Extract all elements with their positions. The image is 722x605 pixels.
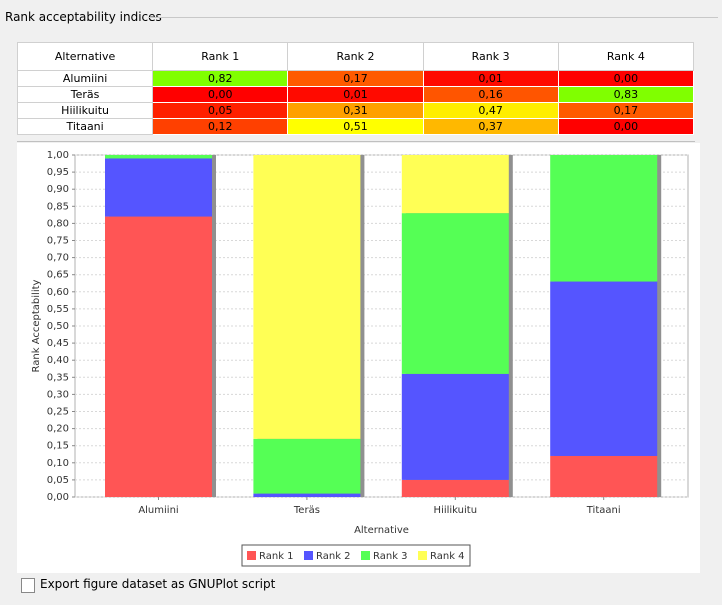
- value-cell: 0,00: [557, 118, 695, 135]
- y-tick-label: 0,35: [47, 372, 69, 383]
- table-row: Titaani 0,12 0,51 0,37 0,00: [16, 118, 695, 135]
- rank-table: Alternative Rank 1 Rank 2 Rank 3 Rank 4 Alumi…: [16, 42, 695, 135]
- column-header: Rank 2: [287, 42, 424, 71]
- bar-segment: [401, 213, 509, 374]
- value-cell: 0,16: [422, 86, 559, 103]
- legend-swatch: [361, 551, 370, 560]
- y-tick-label: 1,00: [47, 150, 69, 161]
- table-row: Alumiini 0,82 0,17 0,01 0,00: [16, 70, 695, 87]
- y-tick-label: 0,85: [47, 201, 69, 212]
- value-cell: 0,00: [152, 86, 289, 103]
- export-link[interactable]: Export figure dataset as GNUPlot script: [40, 577, 276, 591]
- y-tick-label: 0,00: [47, 492, 69, 503]
- y-tick-label: 0,45: [47, 338, 69, 349]
- export-icon[interactable]: [21, 578, 35, 593]
- legend-label: Rank 4: [430, 551, 465, 562]
- y-tick-label: 0,15: [47, 441, 69, 452]
- panel-title: Rank acceptability indices: [5, 10, 162, 24]
- legend-swatch: [418, 551, 427, 560]
- value-cell: 0,83: [557, 86, 695, 103]
- y-tick-label: 0,55: [47, 304, 69, 315]
- value-cell: 0,12: [152, 118, 289, 135]
- bar-segment: [253, 438, 361, 494]
- legend-swatch: [304, 551, 313, 560]
- y-tick-label: 0,25: [47, 407, 69, 418]
- y-tick-label: 0,95: [47, 167, 69, 178]
- y-axis-label: Rank Acceptability: [31, 279, 42, 372]
- x-tick-label: Titaani: [586, 505, 621, 516]
- column-header: Rank 4: [557, 42, 695, 71]
- bar-segment: [550, 155, 658, 282]
- value-cell: 0,82: [152, 70, 289, 87]
- bar-segment: [401, 155, 509, 214]
- y-tick-label: 0,80: [47, 218, 69, 229]
- bar-segment: [105, 216, 212, 497]
- y-tick-label: 0,65: [47, 270, 69, 281]
- legend-label: Rank 1: [259, 551, 294, 562]
- value-cell: 0,37: [422, 118, 559, 135]
- value-cell: 0,00: [557, 70, 695, 87]
- table-row: Hiilikuitu 0,05 0,31 0,47 0,17: [16, 102, 695, 119]
- value-cell: 0,47: [422, 102, 559, 119]
- bar-segment: [253, 155, 361, 439]
- y-tick-label: 0,70: [47, 253, 69, 264]
- value-cell: 0,51: [287, 118, 424, 135]
- legend-box: [241, 544, 471, 567]
- y-tick-label: 0,90: [47, 184, 69, 195]
- y-tick-label: 0,10: [47, 458, 69, 469]
- x-tick-label: Teräs: [293, 505, 320, 516]
- legend-label: Rank 2: [316, 551, 351, 562]
- alternative-cell: Titaani: [16, 118, 154, 135]
- y-tick-label: 0,20: [47, 424, 69, 435]
- bar-segment: [105, 158, 212, 217]
- x-tick-label: Hiilikuitu: [434, 505, 478, 516]
- bar-segment: [401, 373, 509, 480]
- y-tick-label: 0,30: [47, 389, 69, 400]
- bar-segment: [401, 479, 509, 497]
- y-tick-label: 0,05: [47, 475, 69, 486]
- y-tick-label: 0,75: [47, 236, 69, 247]
- column-header: Rank 3: [422, 42, 559, 71]
- bar-segment: [550, 455, 658, 497]
- bar-segment: [253, 493, 361, 497]
- y-tick-label: 0,40: [47, 355, 69, 366]
- column-header: Rank 1: [152, 42, 289, 71]
- y-tick-label: 0,60: [47, 287, 69, 298]
- title-rule: [148, 17, 718, 18]
- value-cell: 0,01: [422, 70, 559, 87]
- bar-segment: [550, 281, 658, 456]
- separator: [17, 141, 695, 142]
- y-tick-label: 0,50: [47, 321, 69, 332]
- legend-swatch: [247, 551, 256, 560]
- bar-segment: [105, 155, 212, 159]
- x-tick-label: Alumiini: [138, 505, 178, 516]
- legend-label: Rank 3: [373, 551, 408, 562]
- value-cell: 0,31: [287, 102, 424, 119]
- header-row: Alternative Rank 1 Rank 2 Rank 3 Rank 4: [16, 42, 695, 71]
- x-axis-label: Alternative: [354, 525, 409, 536]
